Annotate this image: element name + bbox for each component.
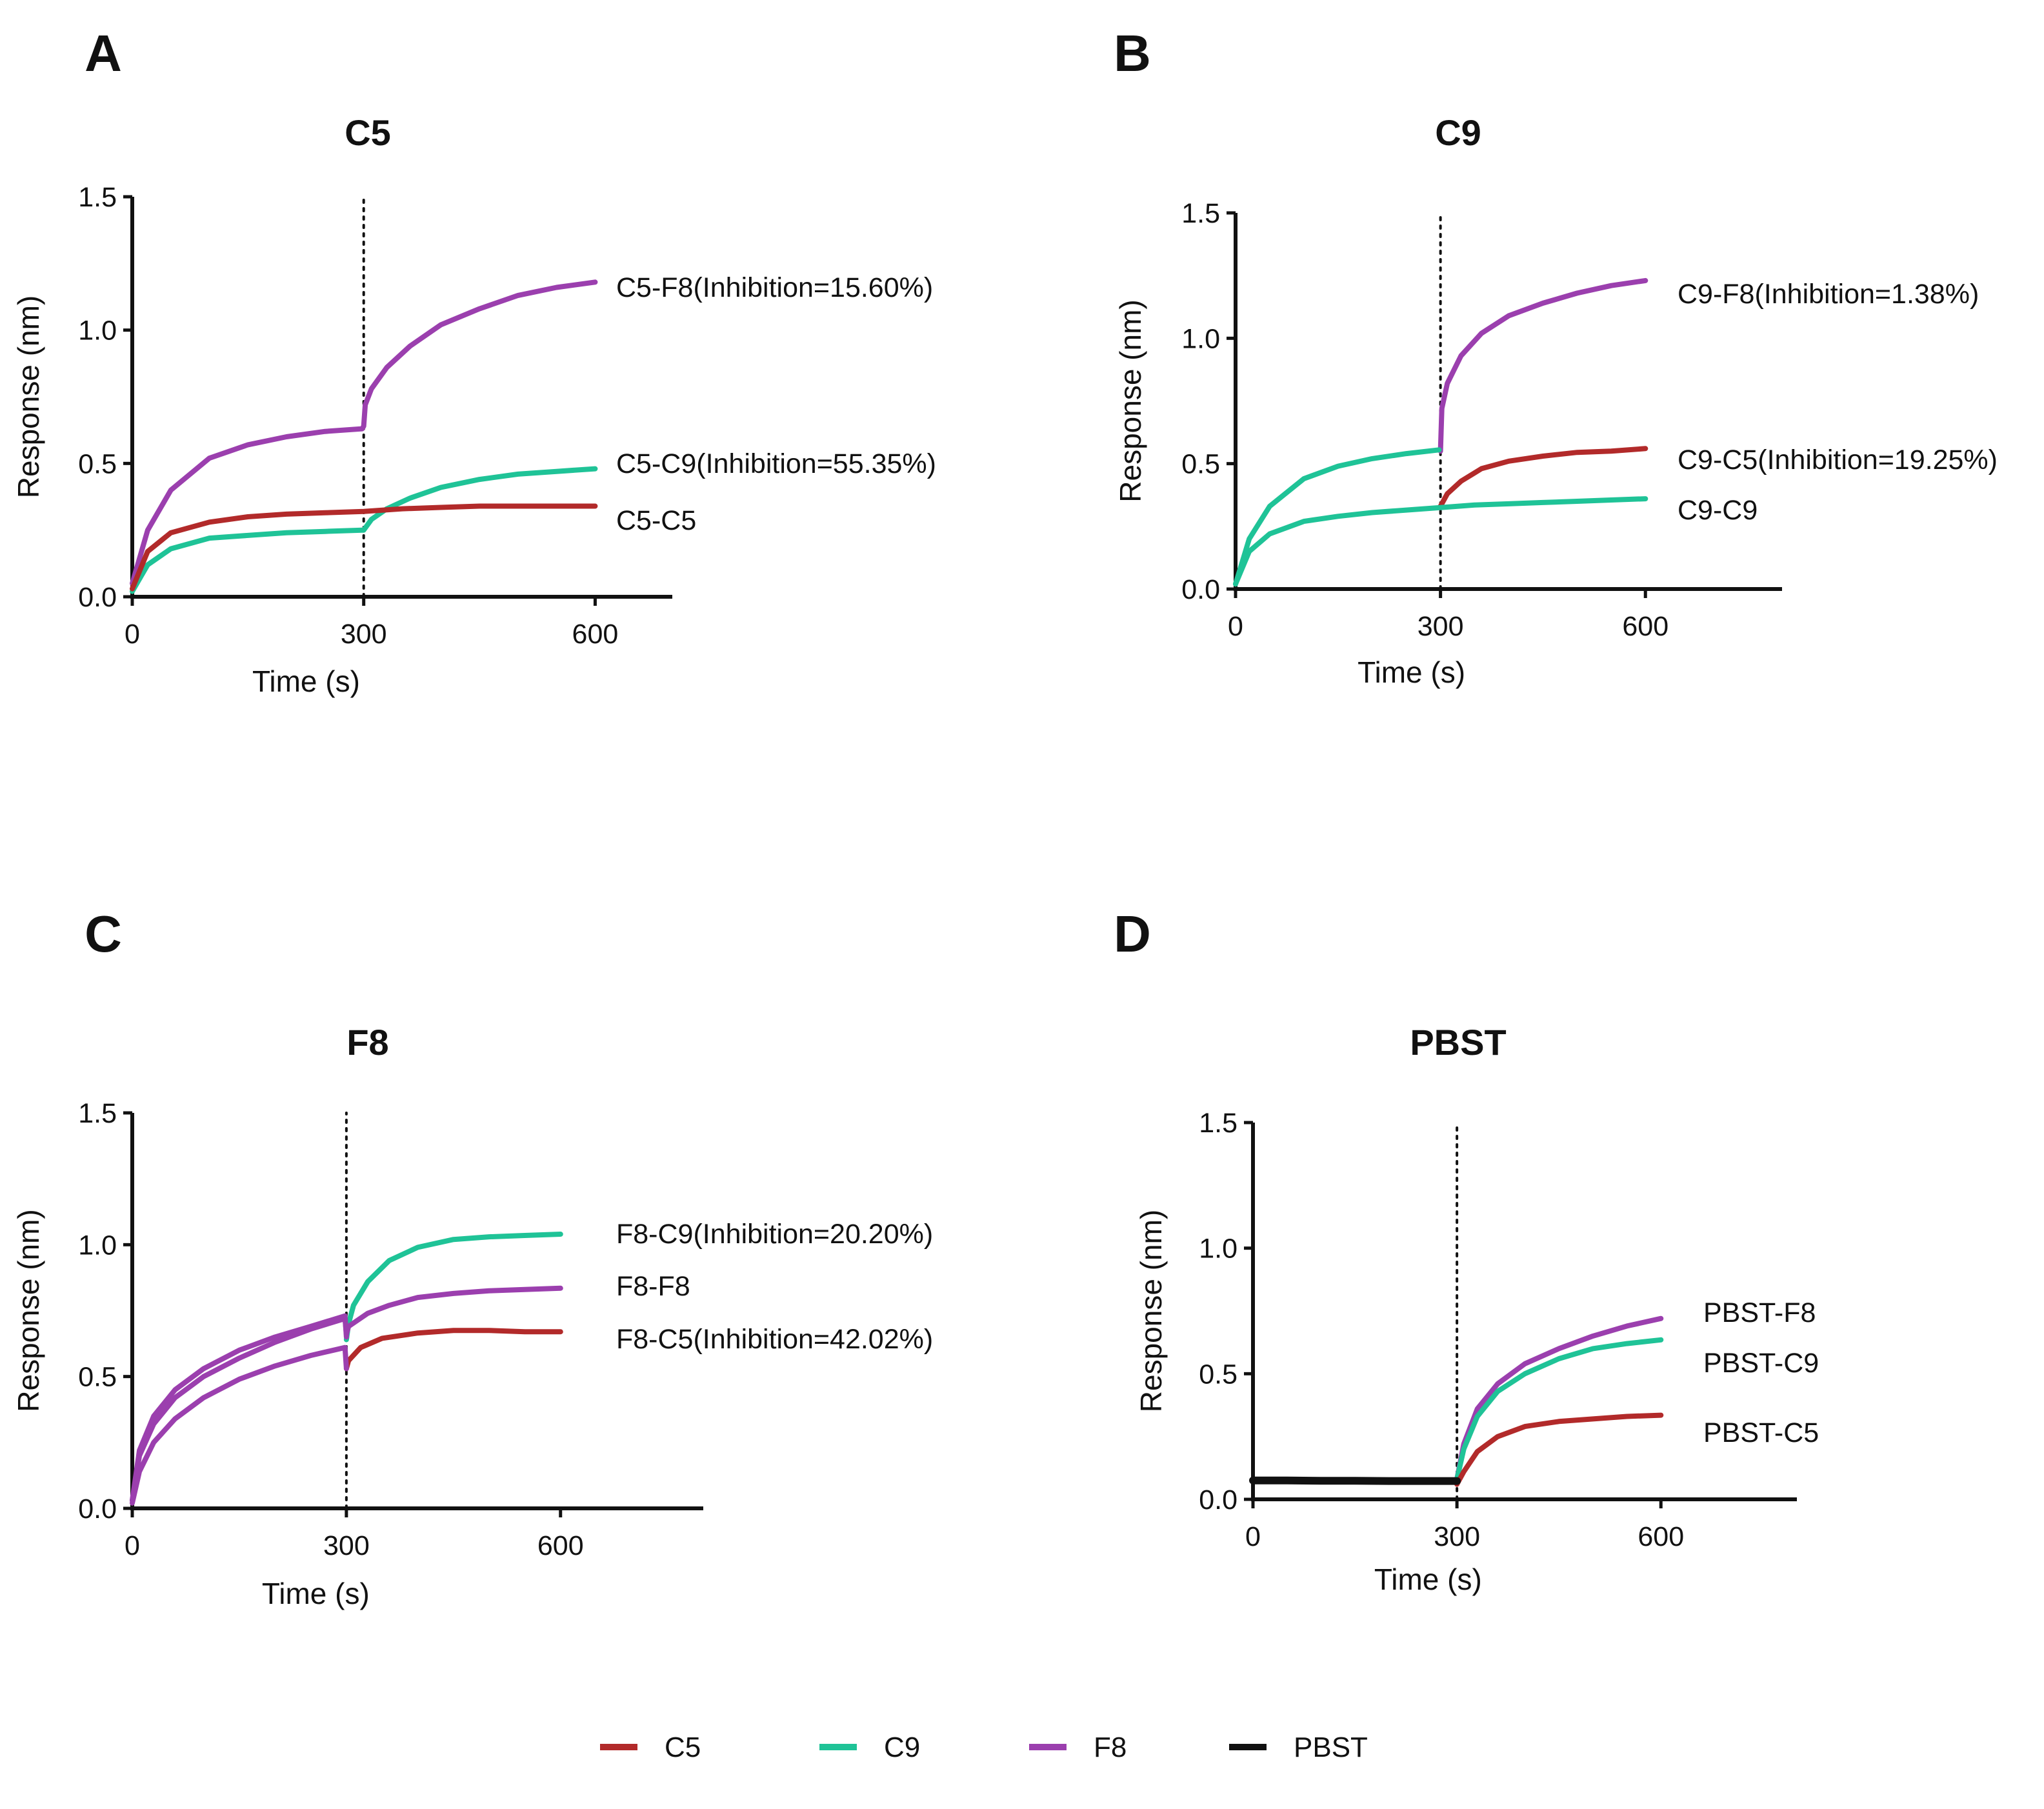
y-tick-label: 0.0 [1199, 1484, 1237, 1515]
panel-letter: C [85, 905, 122, 963]
legend-label: C5 [665, 1732, 701, 1763]
y-tick-label: 0.0 [78, 582, 117, 613]
series-line-f8-loading-lower [130, 1344, 349, 1506]
x-tick-label: 300 [1418, 611, 1464, 642]
legend: C5 C9 F8 PBST [600, 1732, 1368, 1763]
x-tick-label: 0 [1228, 611, 1243, 642]
chart-panel-a: A C5 0.0 0.5 1.0 1.5 0 300 600 Time (s) Response (… [12, 25, 936, 698]
series-line-pbst-c9 [1454, 1337, 1664, 1482]
y-tick-label: 1.5 [78, 182, 117, 213]
chart-panel-d: D PBST 0.0 0.5 1.0 1.5 0 300 600 Time (s) Response… [1114, 905, 1819, 1596]
y-tick-label: 0.5 [1181, 449, 1220, 480]
x-axis-label: Time (s) [1358, 655, 1465, 689]
chart-title: PBST [1410, 1022, 1506, 1063]
x-tick-label: 0 [125, 619, 140, 650]
chart-panel-c: C F8 0.0 0.5 1.0 1.5 0 300 600 Time (s) Response (… [12, 905, 933, 1610]
series-label: C5-C5 [616, 505, 696, 536]
y-axis-label: Response (nm) [1134, 1210, 1168, 1412]
legend-item-c5: C5 [600, 1732, 701, 1763]
x-tick-label: 600 [537, 1530, 584, 1561]
chart-title: C9 [1435, 112, 1481, 153]
series-line-c9-c5-inhibition-19-25 [1438, 446, 1648, 509]
x-axis-label: Time (s) [252, 665, 360, 698]
x-tick-label: 600 [572, 619, 619, 650]
panel-letter: B [1114, 25, 1151, 82]
chart-title: F8 [346, 1022, 388, 1063]
y-axis-label: Response (nm) [12, 295, 45, 498]
series-label: C9-C9 [1678, 495, 1758, 526]
y-tick-label: 1.0 [78, 315, 117, 346]
series-line-f8-c9-inhibition-20-20 [343, 1232, 563, 1343]
panel-letter: D [1114, 905, 1151, 963]
x-tick-label: 300 [1434, 1521, 1480, 1552]
x-tick-label: 300 [323, 1530, 370, 1561]
series-line-c5-f8-inhibition-15-60 [130, 279, 598, 586]
chart-panel-b: B C9 0.0 0.5 1.0 1.5 0 300 600 Time (s) Response (… [1114, 25, 1998, 689]
x-axis-label: Time (s) [1374, 1563, 1482, 1596]
series-line-c5-c5 [130, 503, 598, 592]
series-line-c9-f8-inhibition-1-38 [1438, 277, 1648, 454]
legend-item-c9: C9 [819, 1732, 920, 1763]
y-tick-label: 1.5 [1199, 1108, 1237, 1139]
legend-label: PBST [1294, 1732, 1368, 1763]
y-tick-label: 1.0 [1181, 323, 1220, 354]
series-label: F8-C9(Inhibition=20.20%) [616, 1219, 933, 1250]
y-axis-label: Response (nm) [1114, 299, 1147, 502]
series-label: PBST-C9 [1703, 1348, 1819, 1379]
series-line-c5-c9-inhibition-55-35 [130, 466, 598, 594]
y-tick-label: 0.5 [1199, 1359, 1237, 1390]
y-tick-label: 1.0 [78, 1230, 117, 1261]
series-label: F8-F8 [616, 1271, 690, 1302]
y-tick-label: 0.0 [1181, 574, 1220, 605]
x-tick-label: 300 [341, 619, 387, 650]
series-line-pbst-c5 [1454, 1412, 1664, 1487]
legend-label: F8 [1094, 1732, 1127, 1763]
x-axis-label: Time (s) [262, 1577, 370, 1610]
y-tick-label: 0.5 [78, 1362, 117, 1393]
x-tick-label: 600 [1622, 611, 1668, 642]
y-tick-label: 1.0 [1199, 1234, 1237, 1264]
x-tick-label: 0 [1245, 1521, 1261, 1552]
series-line-f8-loading-upper [130, 1313, 349, 1503]
series-label: C9-C5(Inhibition=19.25%) [1678, 445, 1998, 475]
series-label: C5-F8(Inhibition=15.60%) [616, 272, 933, 303]
series-label: PBST-C5 [1703, 1417, 1819, 1448]
y-tick-label: 0.5 [78, 448, 117, 479]
legend-item-f8: F8 [1029, 1732, 1127, 1763]
x-tick-label: 600 [1638, 1521, 1684, 1552]
series-line-f8-c5-inhibition-42-02 [343, 1328, 563, 1372]
series-line-c9-loading-high [1233, 447, 1442, 587]
y-tick-label: 1.5 [78, 1098, 117, 1129]
panel-letter: A [85, 25, 122, 82]
series-label: C9-F8(Inhibition=1.38%) [1678, 279, 1979, 310]
y-tick-label: 1.5 [1181, 198, 1220, 229]
y-tick-label: 0.0 [78, 1494, 117, 1524]
series-label: F8-C5(Inhibition=42.02%) [616, 1324, 933, 1355]
legend-label: C9 [884, 1732, 920, 1763]
legend-item-pbst: PBST [1229, 1732, 1368, 1763]
y-axis-label: Response (nm) [12, 1209, 45, 1412]
series-label: C5-C9(Inhibition=55.35%) [616, 448, 936, 479]
chart-title: C5 [345, 112, 391, 153]
series-line-c9-c9 [1233, 496, 1648, 587]
x-tick-label: 0 [125, 1530, 140, 1561]
series-label: PBST-F8 [1703, 1297, 1816, 1328]
